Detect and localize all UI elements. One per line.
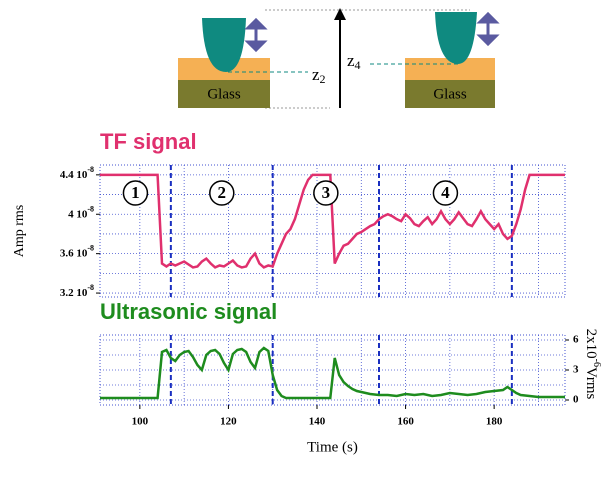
signal-line (100, 348, 565, 398)
z-sub: 2 (320, 72, 326, 86)
y-label-exp: -6 (591, 359, 602, 367)
y-tick-label: 0 (573, 394, 579, 406)
chart-title: TF signal (100, 129, 197, 154)
chart-title: Ultrasonic signal (100, 299, 277, 324)
x-tick-label: 140 (309, 416, 326, 428)
x-tick-label: 120 (220, 416, 237, 428)
x-axis-label: Time (s) (307, 439, 358, 455)
y-tick-label: 4.4 10-8 (60, 165, 94, 181)
x-tick-label: 160 (397, 416, 414, 428)
y-tick-label: 3.2 10-8 (60, 283, 94, 299)
tick-exponent: -8 (87, 165, 94, 174)
arrow (248, 20, 264, 50)
tick-mantissa: 4.4 10 (60, 168, 88, 180)
figure: Glass Glass z2 z4 TF signal3.2 10-83.6 1… (0, 0, 613, 488)
glass-label: Glass (433, 86, 466, 102)
y-axis-label: Amp rms (12, 205, 27, 258)
annotation: 4 (441, 183, 450, 202)
tick-exponent: -8 (87, 243, 94, 252)
y-axis-label: 2x10-6Vrms (583, 329, 602, 400)
annotation: 2 (218, 183, 227, 202)
x-tick-label: 100 (132, 416, 149, 428)
diagram: Glass Glass z2 z4 (178, 8, 496, 108)
tick-exponent: -8 (87, 204, 94, 213)
tick-exponent: -8 (87, 283, 94, 292)
y-label-unit: Vrms (583, 367, 599, 400)
z-sub: 4 (355, 58, 361, 72)
z-label: z4 (347, 51, 361, 72)
arrow (480, 14, 496, 44)
x-tick-label: 180 (486, 416, 503, 428)
annotation: 3 (322, 183, 331, 202)
y-tick-label: 3.6 10-8 (60, 243, 94, 259)
y-tick-label: 4 10-8 (68, 204, 94, 220)
y-tick-label: 3 (573, 364, 579, 376)
z-label: z2 (312, 65, 326, 86)
y-label-base: 2x10 (583, 329, 599, 359)
tick-mantissa: 4 10 (68, 208, 88, 220)
y-tick-label: 6 (573, 334, 579, 346)
tick-mantissa: 3.2 10 (60, 287, 88, 299)
tick-mantissa: 3.6 10 (60, 247, 88, 259)
tip (435, 12, 477, 64)
annotation: 1 (131, 183, 140, 202)
axis-arrowhead (334, 8, 346, 20)
glass-label: Glass (207, 86, 240, 102)
